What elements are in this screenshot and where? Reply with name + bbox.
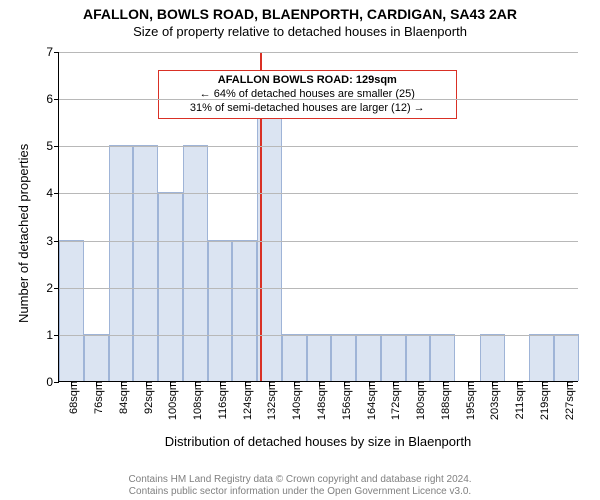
bar: [84, 334, 109, 381]
y-axis-label: Number of detached properties: [16, 143, 31, 322]
bar: [183, 145, 208, 381]
grid-line: [59, 335, 578, 336]
x-tick-label: 116sqm: [211, 381, 229, 419]
x-tick-label: 164sqm: [360, 381, 378, 420]
footer-line-2: Contains public sector information under…: [0, 486, 600, 498]
x-axis-label: Distribution of detached houses by size …: [58, 434, 578, 449]
bar: [307, 334, 332, 381]
y-tick-label: 4: [46, 186, 59, 200]
x-tick-label: 219sqm: [533, 381, 551, 420]
y-tick-label: 3: [46, 234, 59, 248]
y-tick-label: 6: [46, 92, 59, 106]
x-tick-label: 100sqm: [161, 381, 179, 420]
x-tick-label: 84sqm: [112, 381, 130, 414]
x-tick-label: 76sqm: [87, 381, 105, 414]
x-tick-label: 188sqm: [434, 381, 452, 420]
chart-container: AFALLON, BOWLS ROAD, BLAENPORTH, CARDIGA…: [0, 0, 600, 500]
grid-line: [59, 146, 578, 147]
y-tick-label: 0: [46, 375, 59, 389]
x-tick-label: 108sqm: [186, 381, 204, 420]
bar: [406, 334, 431, 381]
x-tick-label: 148sqm: [310, 381, 328, 420]
x-tick-label: 92sqm: [137, 381, 155, 414]
bar: [381, 334, 406, 381]
x-tick-label: 124sqm: [236, 381, 254, 420]
y-tick-label: 7: [46, 45, 59, 59]
x-tick-label: 132sqm: [260, 381, 278, 420]
bar: [208, 240, 233, 381]
bar: [109, 145, 134, 381]
grid-line: [59, 193, 578, 194]
annotation-title: AFALLON BOWLS ROAD: 129sqm: [165, 74, 450, 88]
x-tick-label: 156sqm: [335, 381, 353, 420]
x-tick-label: 140sqm: [285, 381, 303, 420]
grid-line: [59, 52, 578, 53]
bar: [232, 240, 257, 381]
bar: [282, 334, 307, 381]
bar: [331, 334, 356, 381]
footer-attribution: Contains HM Land Registry data © Crown c…: [0, 474, 600, 498]
x-tick-label: 211sqm: [508, 381, 526, 419]
y-tick-label: 5: [46, 139, 59, 153]
y-tick-label: 2: [46, 281, 59, 295]
bar: [554, 334, 579, 381]
bar: [480, 334, 505, 381]
x-tick-label: 203sqm: [483, 381, 501, 420]
x-tick-label: 227sqm: [558, 381, 576, 420]
bar: [59, 240, 84, 381]
x-tick-label: 195sqm: [459, 381, 477, 420]
x-tick-label: 68sqm: [62, 381, 80, 414]
chart-subtitle: Size of property relative to detached ho…: [0, 22, 600, 39]
x-tick-label: 172sqm: [384, 381, 402, 420]
bar: [529, 334, 554, 381]
grid-line: [59, 99, 578, 100]
bar: [430, 334, 455, 381]
annotation-box: AFALLON BOWLS ROAD: 129sqm ← 64% of deta…: [158, 70, 457, 119]
plot-area: AFALLON BOWLS ROAD: 129sqm ← 64% of deta…: [58, 52, 578, 382]
x-tick-label: 180sqm: [409, 381, 427, 420]
bar: [356, 334, 381, 381]
footer-line-1: Contains HM Land Registry data © Crown c…: [0, 474, 600, 486]
grid-line: [59, 288, 578, 289]
annotation-line-3: 31% of semi-detached houses are larger (…: [165, 102, 450, 116]
grid-line: [59, 241, 578, 242]
chart-title: AFALLON, BOWLS ROAD, BLAENPORTH, CARDIGA…: [0, 0, 600, 22]
bar: [133, 145, 158, 381]
y-tick-label: 1: [46, 328, 59, 342]
